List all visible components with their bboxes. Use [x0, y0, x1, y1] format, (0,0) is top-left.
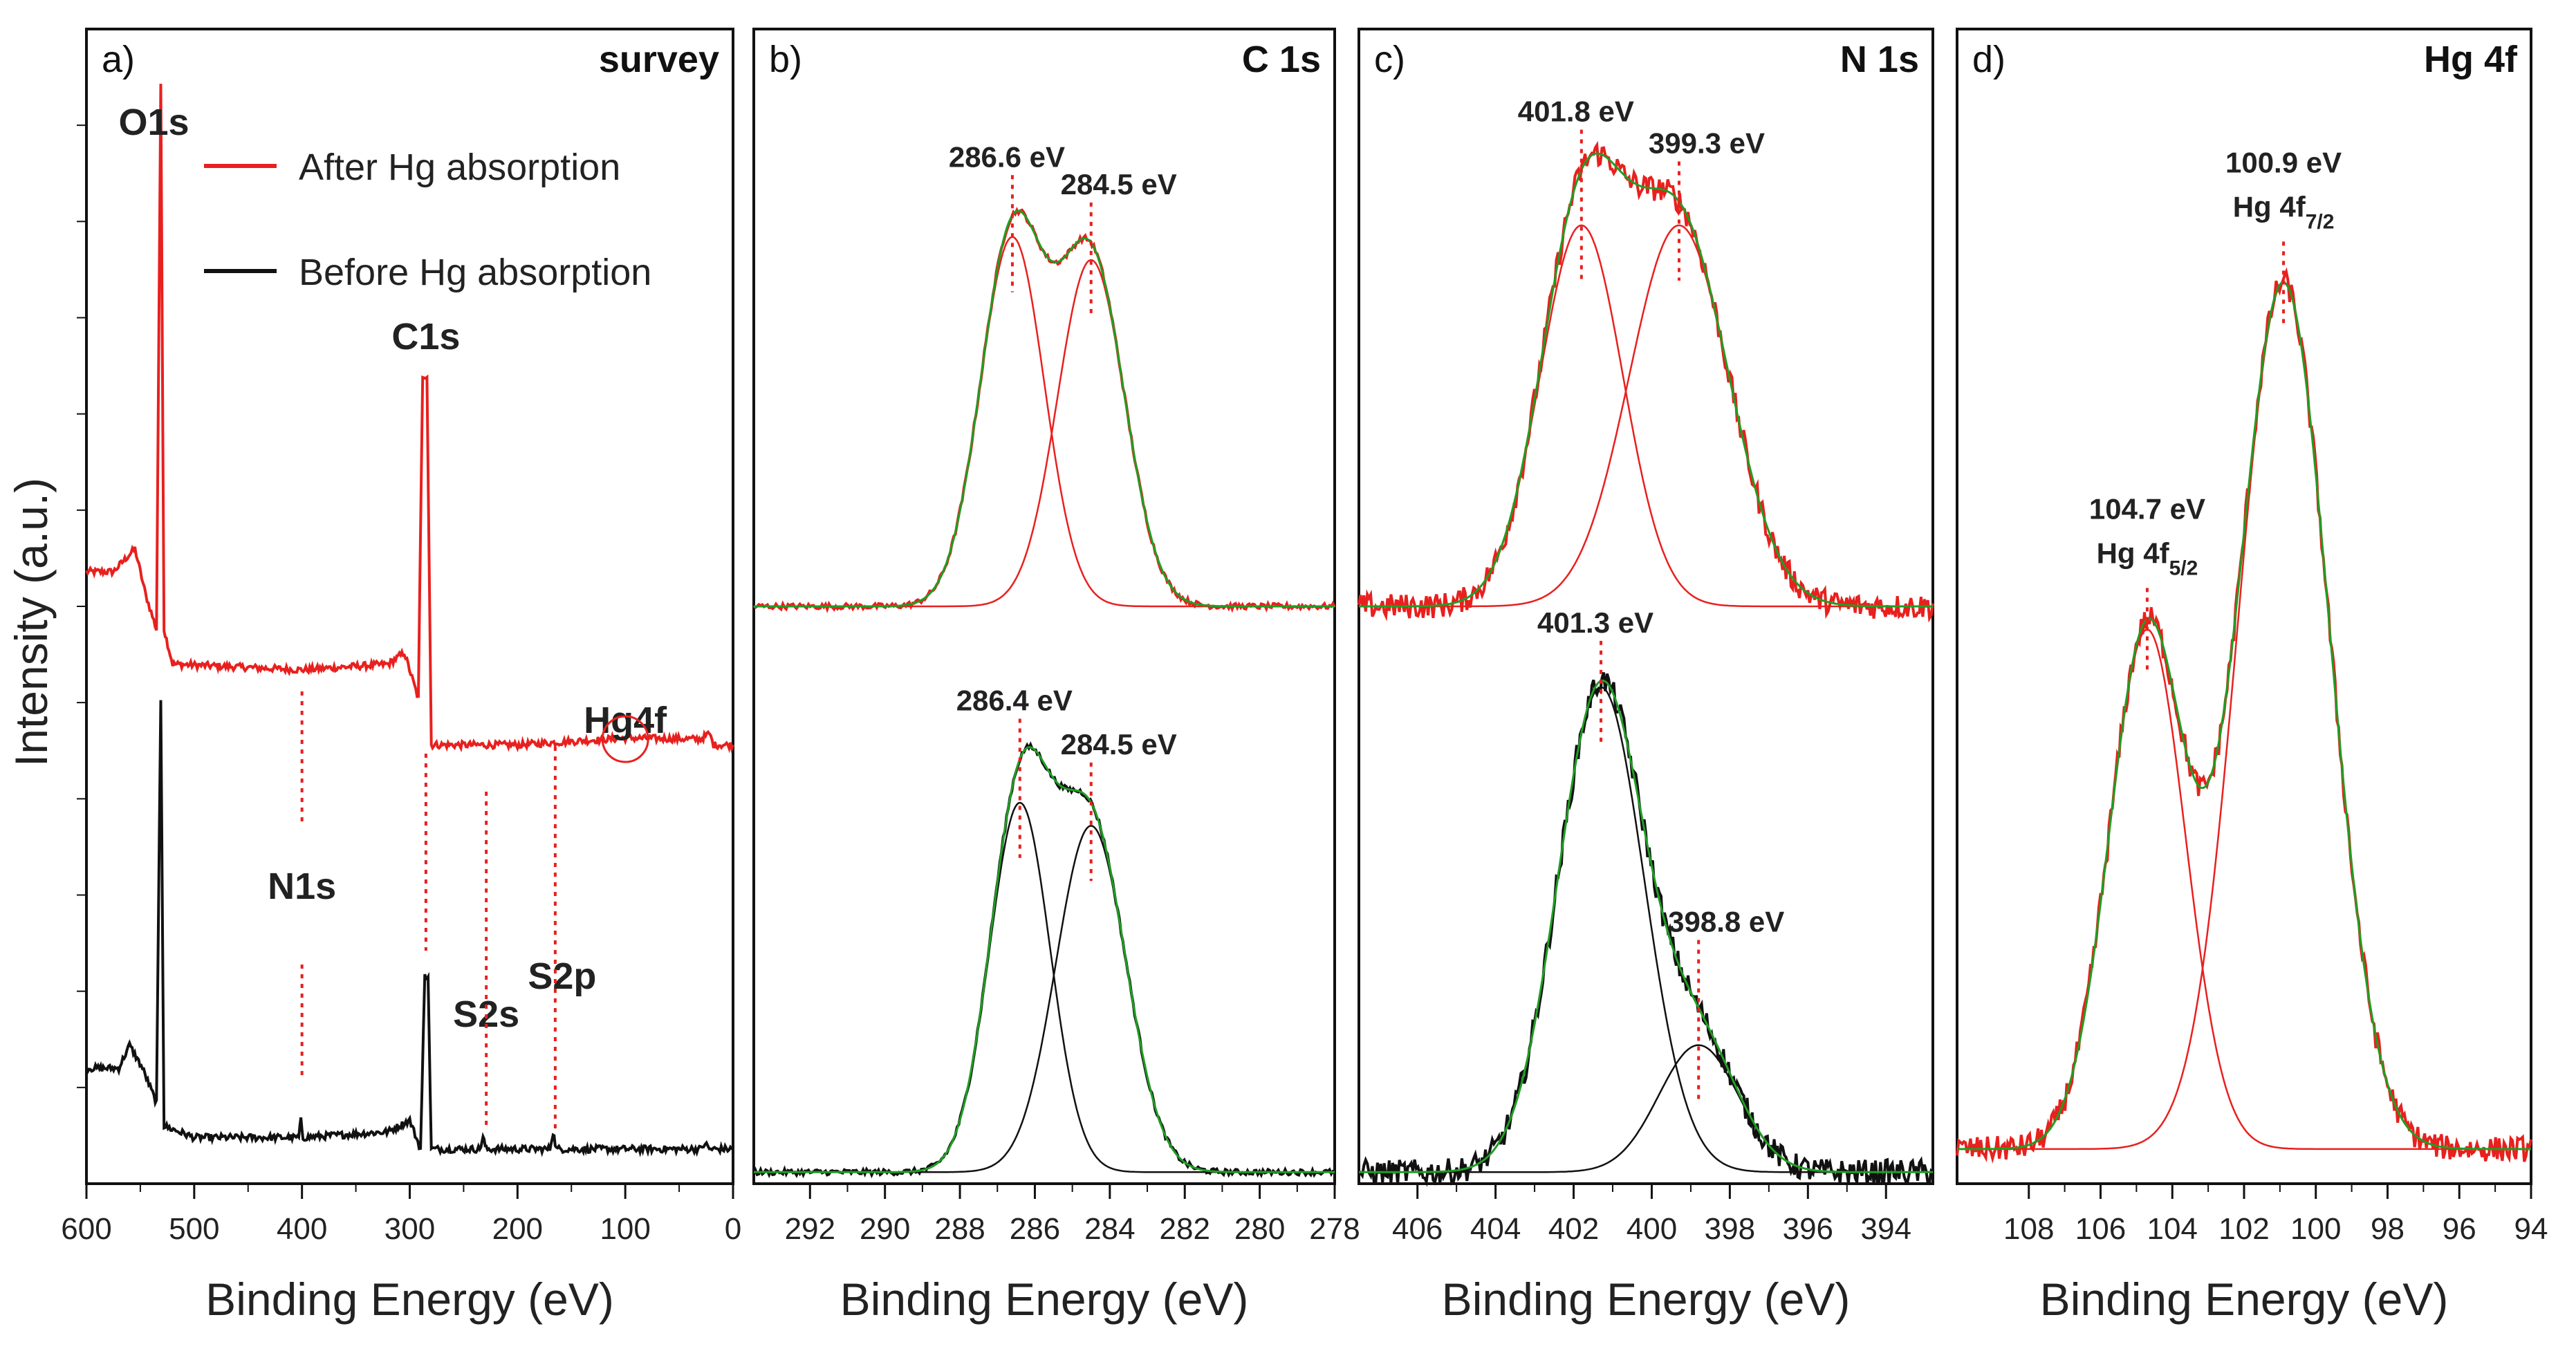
fit-envelope: [1359, 152, 1933, 608]
x-axis-label: Binding Energy (eV): [2040, 1274, 2449, 1325]
fit-component: [1359, 224, 1933, 608]
fit-component: [754, 825, 1335, 1173]
fit-envelope: [1359, 679, 1933, 1173]
x-tick-label: 282: [1160, 1212, 1210, 1246]
x-tick-label: 98: [2371, 1212, 2404, 1246]
panel-c-n1s: 406 404 402 400 398 396 394 Binding Energy (eV)…: [1358, 28, 1934, 1325]
raw-spectrum: [1358, 672, 1934, 1187]
orbital-label: Hg 4f5/2: [2097, 537, 2198, 579]
panel-b-c1s: 292 290 288 286 284 282 280 278 Binding Energy (…: [752, 28, 1360, 1325]
peak-label-n1s: N1s: [268, 866, 336, 907]
x-ticks: 108 106 104 102 100 98 96 94: [2003, 1184, 2548, 1246]
panel-title: Hg 4f: [2424, 39, 2518, 80]
x-tick-label: 292: [785, 1212, 835, 1246]
peak-position-label: 286.6 eV: [949, 140, 1065, 173]
x-tick-label: 300: [384, 1212, 435, 1246]
peak-position-label: 286.4 eV: [956, 684, 1073, 717]
survey-before-line: [85, 700, 734, 1157]
fit-component: [754, 801, 1335, 1173]
x-tick-label: 278: [1309, 1212, 1360, 1246]
survey-after-line: [85, 84, 734, 754]
fit-component: [1359, 224, 1933, 608]
x-tick-label: 284: [1084, 1212, 1135, 1246]
fit-envelope: [754, 746, 1335, 1173]
x-tick-label: 400: [1627, 1212, 1677, 1246]
x-tick-label: 280: [1234, 1212, 1285, 1246]
fit-component: [754, 259, 1335, 608]
x-tick-label: 286: [1010, 1212, 1060, 1246]
x-tick-label: 0: [725, 1212, 741, 1246]
x-tick-label: 404: [1470, 1212, 1521, 1246]
x-tick-label: 106: [2075, 1212, 2126, 1246]
peak-position-label: 100.9 eV: [2225, 146, 2342, 178]
fit-envelope: [754, 209, 1335, 608]
orbital-label: Hg 4f7/2: [2233, 190, 2335, 233]
fit-component: [1957, 282, 2531, 1151]
peak-position-label: 284.5 eV: [1061, 728, 1177, 761]
raw-spectrum: [752, 741, 1335, 1179]
panel-title: survey: [599, 39, 719, 80]
raw-spectrum: [752, 206, 1336, 614]
panel-letter: c): [1374, 39, 1405, 80]
raw-spectrum: [1956, 267, 2532, 1164]
fit-component: [1359, 1044, 1933, 1173]
x-tick-label: 108: [2003, 1212, 2054, 1246]
peak-label-hg4f: Hg4f: [584, 700, 667, 741]
peak-position-label: 398.8 eV: [1668, 906, 1784, 938]
plot-frame: [85, 28, 734, 1185]
x-ticks: 292 290 288 286 284 282 280 278: [785, 1184, 1360, 1246]
fit-component: [1957, 628, 2531, 1151]
fit-component: [1359, 686, 1933, 1173]
peak-position-label: 399.3 eV: [1649, 127, 1765, 159]
peak-label-c1s: C1s: [391, 316, 460, 357]
peak-label-o1s: O1s: [118, 102, 189, 143]
y-axis-label: Intensity (a.u.): [6, 478, 57, 767]
x-tick-label: 290: [860, 1212, 910, 1246]
panel-title: C 1s: [1242, 39, 1321, 80]
x-tick-label: 100: [600, 1212, 650, 1246]
peak-position-label: 284.5 eV: [1061, 168, 1177, 201]
x-tick-label: 288: [934, 1212, 985, 1246]
x-tick-label: 104: [2147, 1212, 2198, 1246]
x-tick-label: 398: [1705, 1212, 1755, 1246]
panel-letter: d): [1972, 39, 2005, 80]
peak-label-s2p: S2p: [528, 956, 596, 997]
x-tick-label: 100: [2290, 1212, 2341, 1246]
x-tick-label: 500: [169, 1212, 219, 1246]
fit-component: [754, 236, 1335, 608]
x-tick-label: 406: [1392, 1212, 1443, 1246]
x-tick-label: 94: [2514, 1212, 2548, 1246]
x-tick-label: 394: [1861, 1212, 1911, 1246]
hg4f-marker-circle: [601, 715, 649, 763]
x-tick-label: 396: [1783, 1212, 1833, 1246]
panel-title: N 1s: [1840, 39, 1919, 80]
x-axis-label: Binding Energy (eV): [840, 1274, 1249, 1325]
fit-envelope: [1957, 281, 2531, 1151]
legend-entry: After Hg absorption: [299, 147, 620, 188]
x-axis-label: Binding Energy (eV): [205, 1274, 614, 1325]
x-tick-label: 102: [2218, 1212, 2269, 1246]
legend-entry: Before Hg absorption: [299, 252, 651, 293]
peak-position-label: 401.3 eV: [1537, 606, 1653, 639]
x-tick-label: 600: [61, 1212, 111, 1246]
x-tick-label: 400: [277, 1212, 327, 1246]
peak-position-label: 104.7 eV: [2089, 492, 2205, 525]
panel-letter: a): [102, 39, 135, 80]
panel-a-survey: 600 500 400 300 200 100 0 Binding Energy (eV) a)…: [61, 28, 741, 1325]
x-tick-label: 402: [1548, 1212, 1599, 1246]
legend: After Hg absorption Before Hg absorption: [204, 147, 651, 293]
panel-d-hg4f: 108 106 104 102 100 98 96 94 Binding Energy (eV)…: [1956, 28, 2548, 1325]
x-axis-label: Binding Energy (eV): [1442, 1274, 1851, 1325]
x-ticks: 406 404 402 400 398 396 394: [1392, 1184, 1911, 1246]
x-tick-label: 96: [2443, 1212, 2476, 1246]
x-tick-label: 200: [492, 1212, 543, 1246]
raw-spectrum: [1358, 140, 1934, 623]
panel-letter: b): [769, 39, 802, 80]
peak-position-label: 401.8 eV: [1518, 95, 1634, 128]
x-ticks: 600 500 400 300 200 100 0: [61, 1184, 741, 1246]
